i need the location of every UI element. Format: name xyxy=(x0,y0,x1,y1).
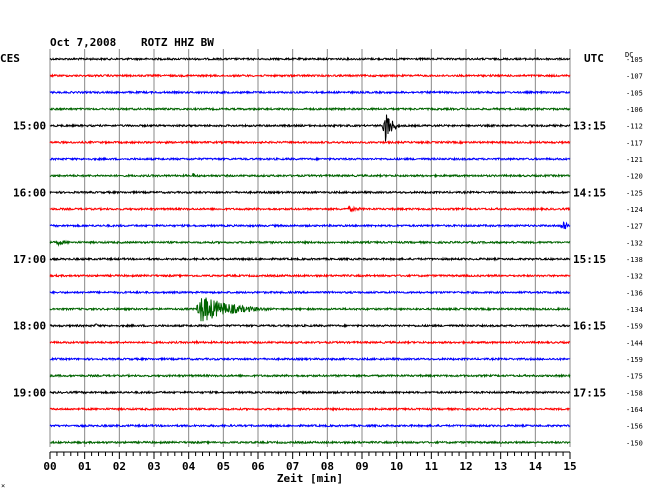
trace-12 xyxy=(49,239,571,247)
trace-15 xyxy=(49,289,571,295)
local-time-label-1: 15:00 xyxy=(13,120,46,133)
dc-offset-labels: -105 -107 -105 -106 -112 -117 -121 -120 -125 -124… xyxy=(626,56,643,447)
utc-time-label-2: 14:15 xyxy=(573,186,606,199)
dc-value-14: -132 xyxy=(626,273,643,281)
trace-24 xyxy=(49,439,571,446)
x-tick-label-10: 10 xyxy=(390,460,403,473)
dc-value-16: -134 xyxy=(626,306,643,314)
x-axis: 00 01 02 03 04 05 06 07 08 09 10 11 12 13 14 15 xyxy=(43,451,577,473)
x-tick-label-14: 14 xyxy=(529,460,543,473)
dc-value-6: -117 xyxy=(626,139,643,147)
trace-22 xyxy=(49,406,571,412)
dc-value-10: -124 xyxy=(626,206,643,214)
local-time-label-4: 18:00 xyxy=(13,320,46,333)
local-time-labels: 15:00 16:00 17:00 18:00 19:00 xyxy=(13,120,46,400)
x-tick-label-01: 01 xyxy=(78,460,92,473)
dc-value-17: -159 xyxy=(626,323,643,331)
utc-time-label-1: 13:15 xyxy=(573,120,606,133)
dc-value-4: -106 xyxy=(626,106,643,114)
trace-9 xyxy=(49,189,571,195)
x-tick-label-03: 03 xyxy=(147,460,160,473)
trace-17 xyxy=(49,323,571,329)
trace-1 xyxy=(49,56,571,62)
x-tick-label-11: 11 xyxy=(425,460,439,473)
trace-20 xyxy=(49,373,571,379)
trace-8 xyxy=(49,172,571,179)
trace-23 xyxy=(49,423,571,429)
dc-value-13: -138 xyxy=(626,256,643,264)
dc-value-20: -175 xyxy=(626,373,643,381)
dc-value-2: -107 xyxy=(626,73,643,81)
x-tick-label-02: 02 xyxy=(113,460,126,473)
dc-value-8: -120 xyxy=(626,173,643,181)
trace-13 xyxy=(49,256,571,262)
x-tick-label-08: 08 xyxy=(321,460,334,473)
dc-value-15: -136 xyxy=(626,289,643,297)
local-time-label-3: 17:00 xyxy=(13,253,46,266)
time-grid xyxy=(49,49,571,447)
utc-time-label-5: 17:15 xyxy=(573,386,606,399)
utc-time-label-3: 15:15 xyxy=(573,253,606,266)
trace-16 xyxy=(49,297,571,322)
x-tick-label-15: 15 xyxy=(563,460,576,473)
dc-value-18: -144 xyxy=(626,339,643,347)
x-axis-label: Zeit [min] xyxy=(277,472,343,485)
right-zone-label: UTC xyxy=(584,52,604,65)
x-tick-label-09: 09 xyxy=(355,460,368,473)
dc-value-7: -121 xyxy=(626,156,643,164)
dc-value-3: -105 xyxy=(626,89,643,97)
x-tick-label-06: 06 xyxy=(251,460,265,473)
dc-value-19: -159 xyxy=(626,356,643,364)
dc-value-21: -158 xyxy=(626,389,643,397)
x-tick-label-12: 12 xyxy=(459,460,472,473)
local-time-label-5: 19:00 xyxy=(13,386,46,399)
trace-18 xyxy=(49,339,571,345)
trace-2 xyxy=(49,73,571,79)
trace-4 xyxy=(49,106,571,112)
dc-value-23: -156 xyxy=(626,423,643,431)
x-tick-label-07: 07 xyxy=(286,460,299,473)
dc-value-22: -164 xyxy=(626,406,643,414)
trace-10 xyxy=(49,205,571,213)
left-zone-label: CES xyxy=(0,52,20,65)
trace-3 xyxy=(49,89,571,95)
trace-6 xyxy=(49,139,571,145)
x-tick-label-00: 00 xyxy=(43,460,56,473)
trace-14 xyxy=(49,273,571,279)
dc-label: DC xyxy=(625,51,633,59)
header-date: Oct 7,2008 xyxy=(50,36,116,49)
dc-value-1: -105 xyxy=(626,56,643,64)
trace-5 xyxy=(49,114,571,142)
dc-value-11: -127 xyxy=(626,223,643,231)
trace-7 xyxy=(49,156,571,162)
x-tick-label-05: 05 xyxy=(217,460,230,473)
corner-mark: × xyxy=(1,482,5,490)
dc-value-9: -125 xyxy=(626,189,643,197)
trace-21 xyxy=(49,389,571,395)
trace-19 xyxy=(49,356,571,362)
trace-11 xyxy=(49,221,571,230)
dc-value-5: -112 xyxy=(626,123,643,131)
utc-time-label-4: 16:15 xyxy=(573,320,606,333)
header-station: ROTZ HHZ BW xyxy=(141,36,214,49)
x-tick-label-13: 13 xyxy=(494,460,507,473)
trace-group xyxy=(49,56,571,446)
local-time-label-2: 16:00 xyxy=(13,186,46,199)
dc-value-12: -132 xyxy=(626,239,643,247)
utc-time-labels: 13:15 14:15 15:15 16:15 17:15 xyxy=(573,120,606,400)
dc-value-24: -150 xyxy=(626,439,643,447)
x-tick-label-04: 04 xyxy=(182,460,196,473)
